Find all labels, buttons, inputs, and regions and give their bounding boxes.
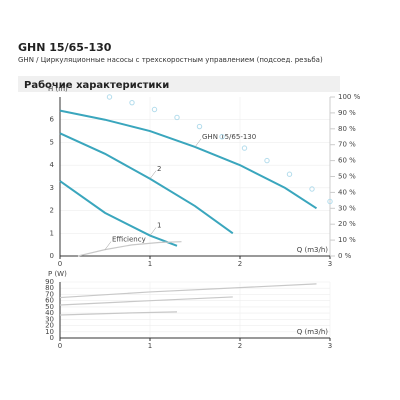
y-tick-label: 1 bbox=[50, 229, 54, 237]
y-tick-label: 0 bbox=[50, 334, 54, 342]
y-tick-label: 50 bbox=[45, 303, 54, 311]
x-tick-label: 1 bbox=[148, 342, 152, 350]
data-point bbox=[196, 123, 203, 130]
x-tick-label: 3 bbox=[328, 342, 332, 350]
x-tick-label: 2 bbox=[238, 260, 242, 268]
section-title: Рабочие характеристики bbox=[24, 79, 169, 91]
series-label: GHN 15/65-130 bbox=[202, 133, 256, 141]
y-tick-label: 0 bbox=[50, 252, 54, 260]
series-label: Efficiency bbox=[112, 236, 146, 244]
series-label: 2 bbox=[157, 165, 161, 173]
y2-tick-label: 60 % bbox=[338, 157, 356, 165]
line bbox=[77, 241, 182, 257]
line bbox=[59, 283, 317, 299]
data-point bbox=[106, 94, 113, 100]
series-label: 1 bbox=[157, 222, 161, 230]
y2-tick-label: 10 % bbox=[338, 236, 356, 244]
y-tick-label: 80 bbox=[45, 284, 54, 292]
data-point bbox=[327, 198, 333, 205]
y2-tick-label: 50 % bbox=[338, 173, 356, 181]
line bbox=[59, 180, 178, 247]
data-point bbox=[241, 145, 248, 151]
data-point bbox=[151, 106, 158, 113]
label-leader bbox=[104, 241, 112, 250]
line bbox=[59, 109, 318, 210]
subtitle: GHN / Циркуляционные насосы с трехскорос… bbox=[18, 56, 323, 64]
line bbox=[59, 311, 178, 316]
title: GHN 15/65-130 bbox=[18, 41, 112, 54]
y-tick-label: 10 bbox=[45, 328, 54, 336]
y2-tick-label: 40 % bbox=[338, 188, 356, 196]
y-tick-label: 3 bbox=[50, 184, 54, 192]
section-bar bbox=[18, 76, 340, 92]
y-tick-label: 30 bbox=[45, 315, 54, 323]
y-tick-label: 5 bbox=[50, 138, 54, 146]
y-tick-label: 2 bbox=[50, 207, 54, 215]
data-point bbox=[264, 157, 270, 164]
y-axis-label: P (W) bbox=[48, 270, 67, 278]
data-point bbox=[286, 171, 293, 177]
y2-tick-label: 20 % bbox=[338, 220, 356, 228]
y-tick-label: 60 bbox=[45, 297, 54, 305]
y2-tick-label: 100 % bbox=[338, 93, 361, 101]
y2-tick-label: 80 % bbox=[338, 125, 356, 133]
x-tick-label: 0 bbox=[58, 260, 62, 268]
x-tick-label: 0 bbox=[58, 342, 62, 350]
data-point bbox=[174, 114, 180, 121]
data-point bbox=[309, 186, 315, 192]
y2-tick-label: 90 % bbox=[338, 109, 356, 117]
y-tick-label: 4 bbox=[50, 161, 55, 169]
x-axis-label: Q (m3/h) bbox=[297, 328, 329, 336]
x-axis-label: Q (m3/h) bbox=[297, 246, 329, 254]
data-point bbox=[129, 99, 135, 106]
y2-tick-label: 70 % bbox=[338, 141, 356, 149]
label-leader bbox=[194, 138, 202, 148]
y-tick-label: 6 bbox=[50, 116, 55, 124]
y2-tick-label: 30 % bbox=[338, 204, 356, 212]
x-tick-label: 1 bbox=[148, 260, 152, 268]
y-tick-label: 90 bbox=[45, 278, 54, 286]
label-leader bbox=[149, 227, 157, 236]
line bbox=[59, 296, 233, 306]
x-tick-label: 2 bbox=[238, 342, 242, 350]
line bbox=[59, 132, 234, 235]
y-axis-label: H (m) bbox=[48, 85, 68, 93]
y-tick-label: 40 bbox=[45, 309, 54, 317]
y-tick-label: 20 bbox=[45, 322, 54, 330]
label-leader bbox=[149, 170, 157, 179]
data-point bbox=[219, 134, 225, 140]
y2-tick-label: 0 % bbox=[338, 252, 352, 260]
x-tick-label: 3 bbox=[328, 260, 332, 268]
y-tick-label: 70 bbox=[45, 290, 54, 298]
